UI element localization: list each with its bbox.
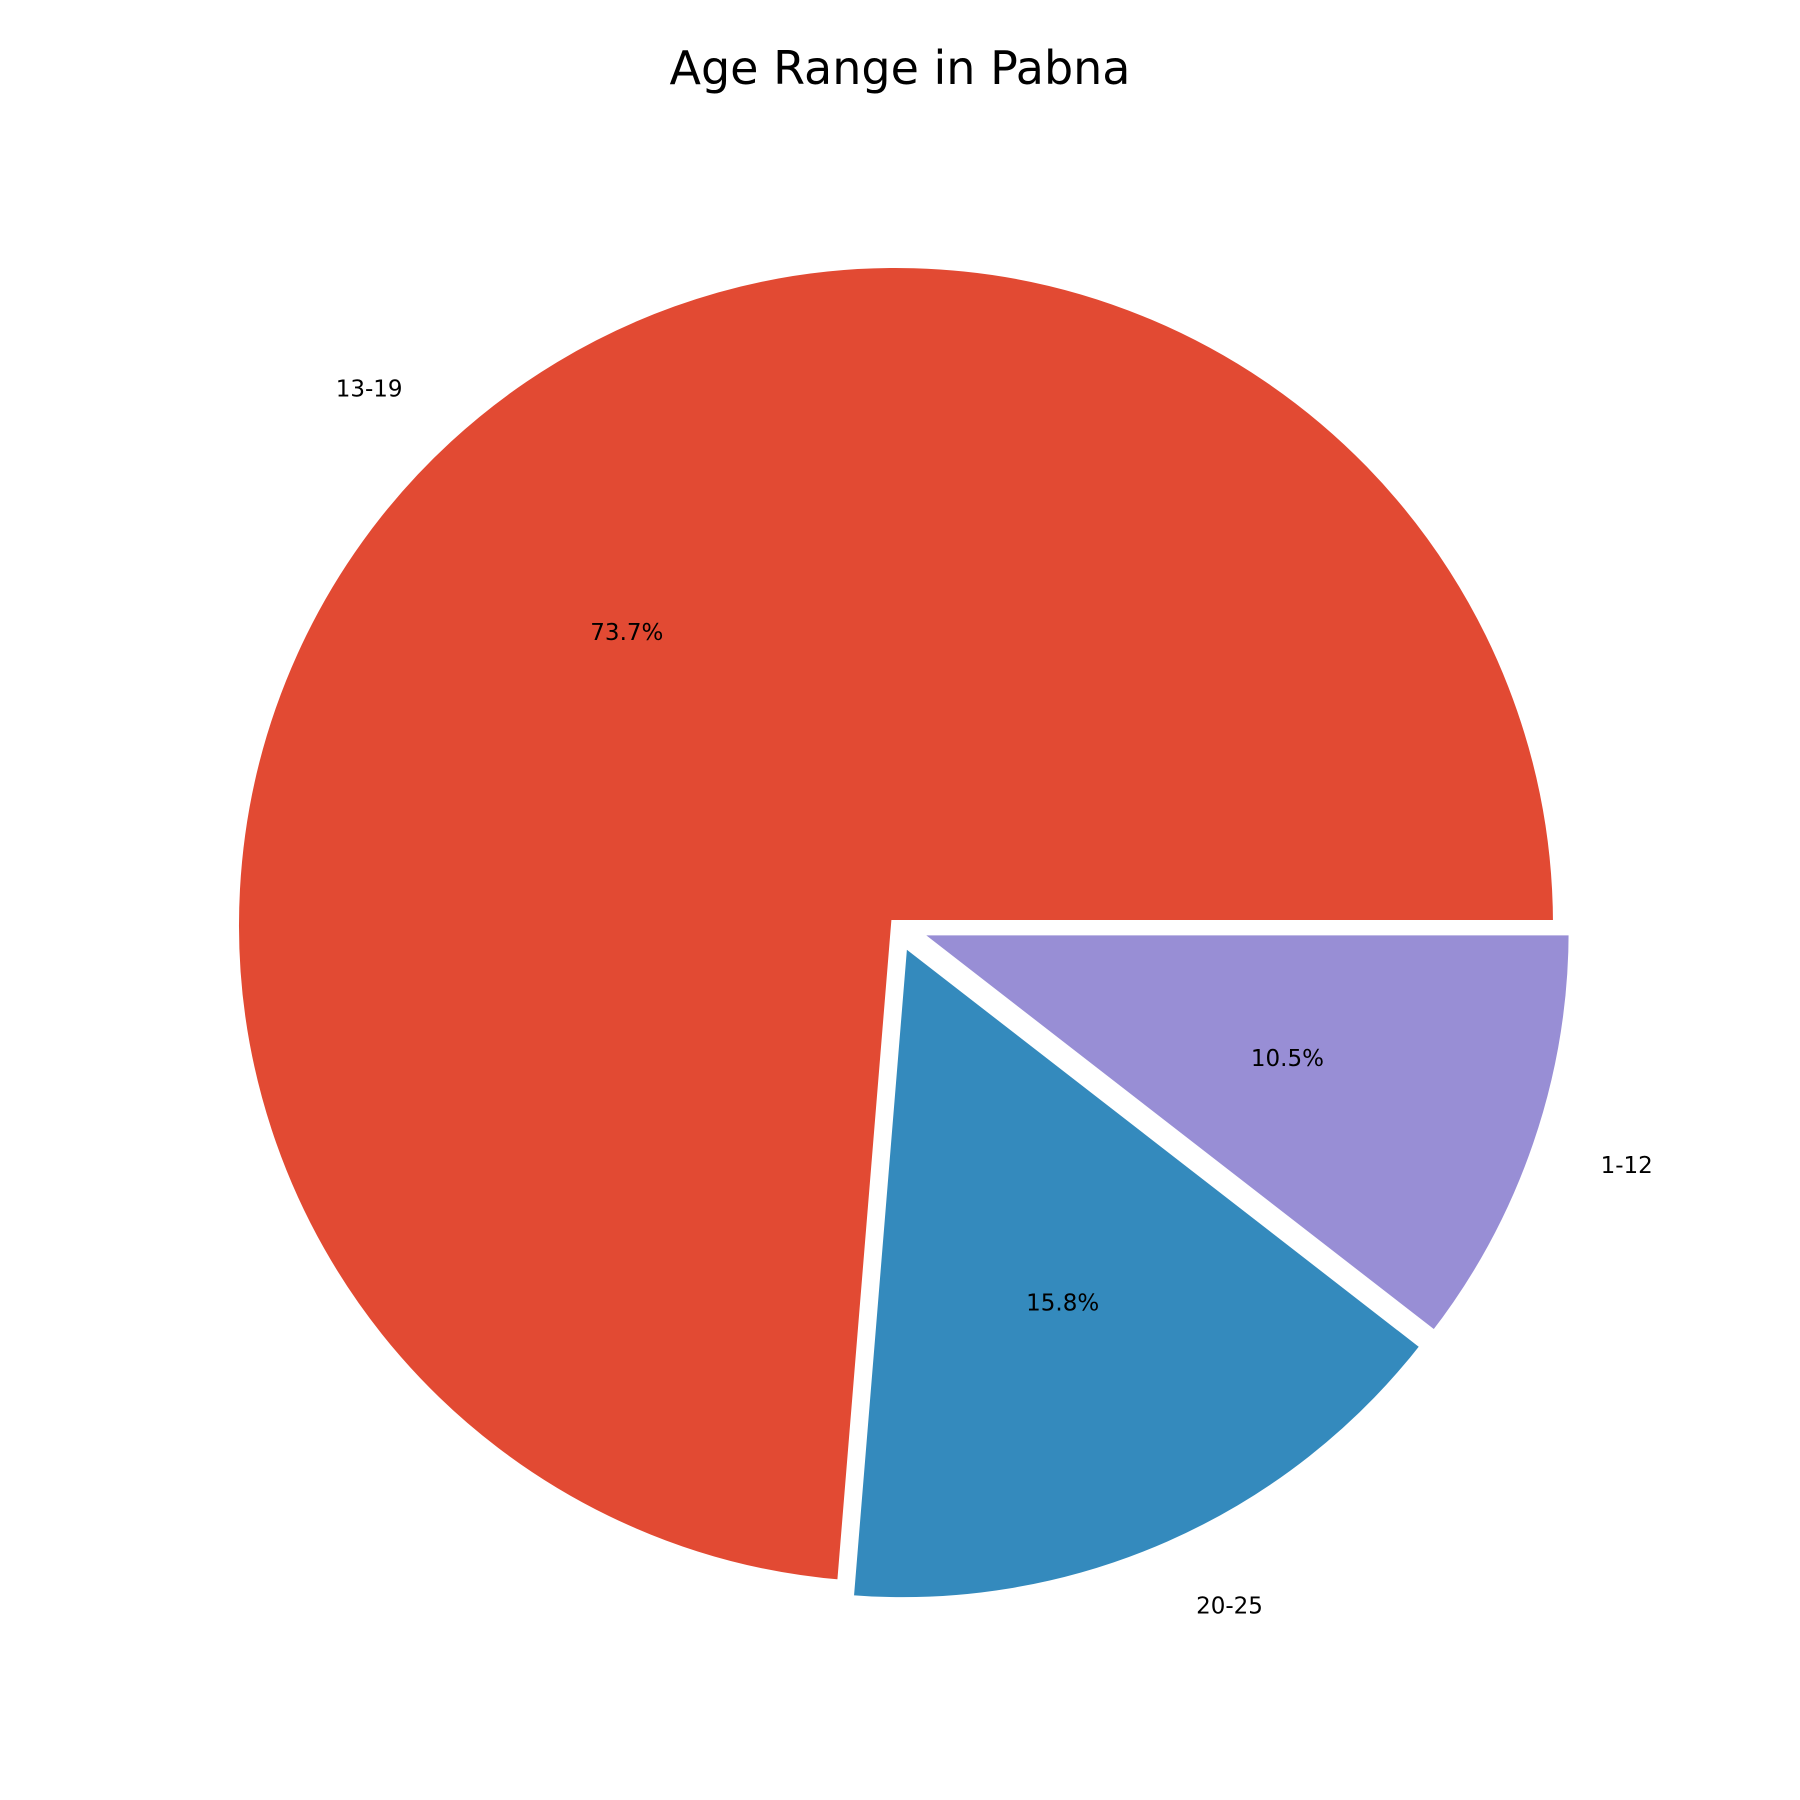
pie-slice-1-12 xyxy=(897,925,1579,1344)
pie-labels: 73.7% 13-19 15.8% 20-25 10.5% 1-12 xyxy=(336,376,1653,1619)
pie-slice-20-25 xyxy=(843,930,1433,1608)
slice-label-1-12: 1-12 xyxy=(1601,1153,1653,1179)
pie-slices xyxy=(229,258,1579,1608)
pie-slice-13-19 xyxy=(229,258,1564,1591)
slice-label-20-25: 20-25 xyxy=(1196,1594,1263,1620)
slice-label-13-19: 13-19 xyxy=(336,376,403,402)
chart-title: Age Range in Pabna xyxy=(669,41,1131,95)
pct-label-13-19: 73.7% xyxy=(590,620,663,646)
pct-label-1-12: 10.5% xyxy=(1251,1046,1324,1072)
pct-label-20-25: 15.8% xyxy=(1026,1291,1099,1317)
